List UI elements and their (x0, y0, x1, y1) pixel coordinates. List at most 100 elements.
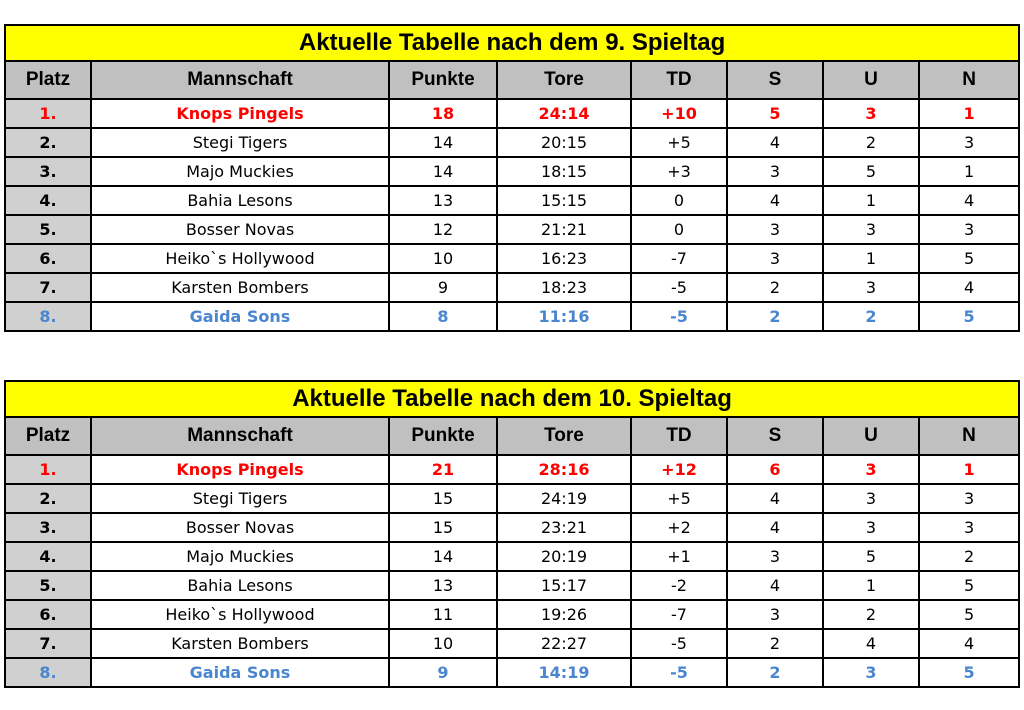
rank-cell: 1. (4, 454, 92, 485)
rank-cell: 4. (4, 185, 92, 216)
wins-cell: 2 (726, 301, 824, 332)
goal-diff-cell: -7 (630, 243, 728, 274)
losses-cell: 3 (917, 214, 1021, 245)
table-row: 8. Gaida Sons 9 14:19 -5 2 3 5 (4, 657, 1021, 688)
standings-table-matchday-9: Aktuelle Tabelle nach dem 9. Spieltag Pl… (3, 24, 1021, 332)
table-row: 1. Knops Pingels 21 28:16 +12 6 3 1 (4, 454, 1021, 485)
rank-cell: 5. (4, 214, 92, 245)
points-cell: 14 (388, 541, 498, 572)
table-row: 4. Bahia Lesons 13 15:15 0 4 1 4 (4, 185, 1021, 216)
wins-cell: 6 (726, 454, 824, 485)
goal-diff-cell: -5 (630, 272, 728, 303)
table-row: 1. Knops Pingels 18 24:14 +10 5 3 1 (4, 98, 1021, 129)
col-header-tore: Tore (496, 416, 632, 456)
goal-diff-cell: -5 (630, 628, 728, 659)
team-cell: Karsten Bombers (90, 628, 390, 659)
table-title: Aktuelle Tabelle nach dem 10. Spieltag (3, 380, 1021, 418)
points-cell: 15 (388, 512, 498, 543)
standings-table-matchday-10: Aktuelle Tabelle nach dem 10. Spieltag P… (3, 380, 1021, 688)
col-header-s: S (726, 60, 824, 100)
wins-cell: 3 (726, 214, 824, 245)
table-row: 6. Heiko`s Hollywood 11 19:26 -7 3 2 5 (4, 599, 1021, 630)
goal-diff-cell: -7 (630, 599, 728, 630)
goals-cell: 19:26 (496, 599, 632, 630)
draws-cell: 4 (822, 628, 920, 659)
points-cell: 13 (388, 570, 498, 601)
col-header-u: U (822, 60, 920, 100)
rank-cell: 2. (4, 483, 92, 514)
points-cell: 9 (388, 272, 498, 303)
losses-cell: 5 (917, 570, 1021, 601)
team-cell: Heiko`s Hollywood (90, 243, 390, 274)
col-header-td: TD (630, 60, 728, 100)
losses-cell: 5 (917, 301, 1021, 332)
draws-cell: 5 (822, 541, 920, 572)
col-header-tore: Tore (496, 60, 632, 100)
wins-cell: 4 (726, 127, 824, 158)
table-row: 8. Gaida Sons 8 11:16 -5 2 2 5 (4, 301, 1021, 332)
goal-diff-cell: 0 (630, 214, 728, 245)
losses-cell: 3 (917, 127, 1021, 158)
rank-cell: 1. (4, 98, 92, 129)
goal-diff-cell: +10 (630, 98, 728, 129)
table-row: 3. Majo Muckies 14 18:15 +3 3 5 1 (4, 156, 1021, 187)
rank-cell: 7. (4, 628, 92, 659)
goal-diff-cell: +1 (630, 541, 728, 572)
team-cell: Knops Pingels (90, 98, 390, 129)
table-row: 2. Stegi Tigers 15 24:19 +5 4 3 3 (4, 483, 1021, 514)
team-cell: Heiko`s Hollywood (90, 599, 390, 630)
losses-cell: 5 (917, 657, 1021, 688)
draws-cell: 3 (822, 483, 920, 514)
header-row: Platz Mannschaft Punkte Tore TD S U N (4, 416, 1021, 456)
goals-cell: 22:27 (496, 628, 632, 659)
wins-cell: 2 (726, 657, 824, 688)
rank-cell: 2. (4, 127, 92, 158)
col-header-n: N (917, 416, 1021, 456)
points-cell: 8 (388, 301, 498, 332)
draws-cell: 2 (822, 127, 920, 158)
points-cell: 21 (388, 454, 498, 485)
team-cell: Stegi Tigers (90, 127, 390, 158)
losses-cell: 5 (917, 599, 1021, 630)
goals-cell: 20:19 (496, 541, 632, 572)
points-cell: 15 (388, 483, 498, 514)
goal-diff-cell: +3 (630, 156, 728, 187)
points-cell: 18 (388, 98, 498, 129)
team-cell: Bosser Novas (90, 512, 390, 543)
goals-cell: 20:15 (496, 127, 632, 158)
col-header-punkte: Punkte (388, 60, 498, 100)
wins-cell: 4 (726, 512, 824, 543)
team-cell: Gaida Sons (90, 301, 390, 332)
wins-cell: 3 (726, 541, 824, 572)
losses-cell: 4 (917, 272, 1021, 303)
goals-cell: 18:23 (496, 272, 632, 303)
losses-cell: 3 (917, 483, 1021, 514)
wins-cell: 2 (726, 272, 824, 303)
goals-cell: 23:21 (496, 512, 632, 543)
table-row: 2. Stegi Tigers 14 20:15 +5 4 2 3 (4, 127, 1021, 158)
table-row: 5. Bahia Lesons 13 15:17 -2 4 1 5 (4, 570, 1021, 601)
draws-cell: 3 (822, 272, 920, 303)
table-row: 7. Karsten Bombers 10 22:27 -5 2 4 4 (4, 628, 1021, 659)
col-header-td: TD (630, 416, 728, 456)
header-row: Platz Mannschaft Punkte Tore TD S U N (4, 60, 1021, 100)
goal-diff-cell: 0 (630, 185, 728, 216)
losses-cell: 1 (917, 156, 1021, 187)
rank-cell: 7. (4, 272, 92, 303)
draws-cell: 5 (822, 156, 920, 187)
wins-cell: 3 (726, 599, 824, 630)
table-row: 3. Bosser Novas 15 23:21 +2 4 3 3 (4, 512, 1021, 543)
losses-cell: 1 (917, 454, 1021, 485)
table-row: 7. Karsten Bombers 9 18:23 -5 2 3 4 (4, 272, 1021, 303)
team-cell: Majo Muckies (90, 156, 390, 187)
points-cell: 14 (388, 127, 498, 158)
losses-cell: 3 (917, 512, 1021, 543)
goals-cell: 18:15 (496, 156, 632, 187)
goals-cell: 28:16 (496, 454, 632, 485)
goals-cell: 24:14 (496, 98, 632, 129)
table-row: 4. Majo Muckies 14 20:19 +1 3 5 2 (4, 541, 1021, 572)
col-header-punkte: Punkte (388, 416, 498, 456)
draws-cell: 3 (822, 214, 920, 245)
goals-cell: 14:19 (496, 657, 632, 688)
team-cell: Bosser Novas (90, 214, 390, 245)
